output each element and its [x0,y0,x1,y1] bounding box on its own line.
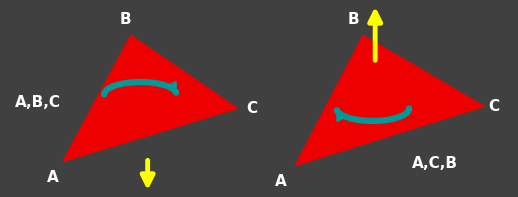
Polygon shape [63,35,237,162]
Text: C: C [246,101,257,116]
Text: A: A [275,174,286,189]
Text: C: C [488,99,499,114]
Text: A,B,C: A,B,C [15,95,61,110]
Text: B: B [348,12,359,27]
Text: A,C,B: A,C,B [411,156,457,171]
Text: B: B [120,12,132,27]
Polygon shape [295,35,484,165]
Text: A: A [47,170,59,185]
